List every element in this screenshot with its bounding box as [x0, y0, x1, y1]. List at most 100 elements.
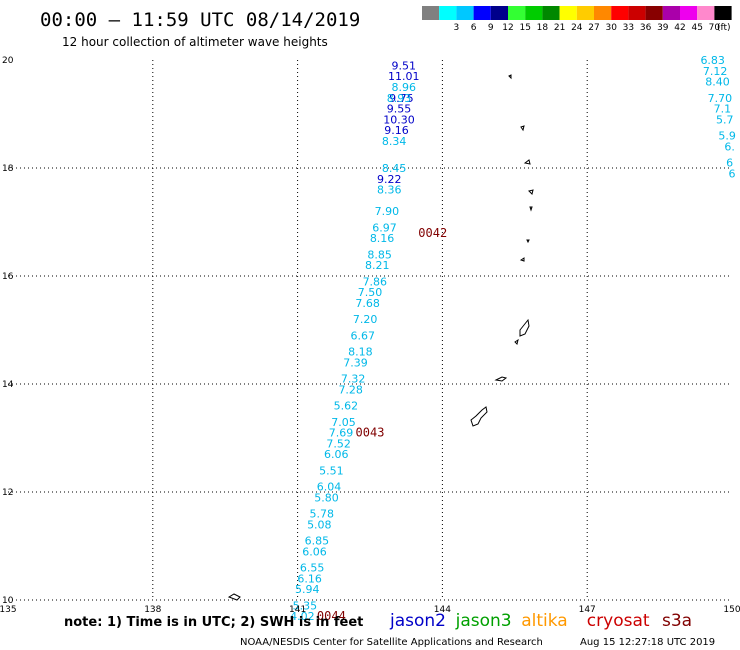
- x-tick-label: 147: [579, 605, 596, 615]
- colorbar-swatch: [576, 6, 594, 20]
- wave-height-value: 8.36: [377, 184, 402, 197]
- wave-height-value: 8.93: [387, 92, 412, 105]
- wave-height-value: 7.69: [329, 427, 354, 440]
- colorbar-swatch: [439, 6, 457, 20]
- y-tick-label: 16: [2, 272, 14, 282]
- colorbar-tick-label: 27: [588, 23, 599, 33]
- wave-height-value: 9.22: [377, 173, 402, 186]
- colorbar-swatch: [490, 6, 508, 20]
- pass-label: 0044: [317, 609, 346, 623]
- colorbar-swatch: [525, 6, 543, 20]
- satellite-legend: jason2 jason3 altika cryosat s3a: [389, 611, 692, 631]
- wave-height-value: 5.35: [293, 599, 318, 612]
- plot-grid: [8, 60, 732, 601]
- colorbar-tick-label: 33: [623, 23, 634, 33]
- island-outlines: [227, 74, 534, 601]
- wave-height-value: 6.55: [300, 562, 325, 575]
- colorbar-swatch: [714, 6, 732, 20]
- x-tick-label: 138: [144, 605, 161, 615]
- colorbar-tick-label: 21: [554, 23, 565, 33]
- island-guam: [470, 406, 488, 427]
- colorbar-tick-label: 70: [709, 23, 721, 33]
- colorbar-legend: 3 6 9 12 15 18 21 24 27 30 33 36 39 42 45 70: [422, 6, 732, 33]
- wave-height-value: 8.96: [392, 81, 417, 94]
- y-tick-label: 12: [2, 488, 13, 498]
- wave-height-value: 7.12: [703, 65, 728, 78]
- wave-height-value: 6.85: [305, 535, 330, 548]
- wave-height-value: 8.18: [348, 346, 373, 359]
- colorbar-swatch: [473, 6, 491, 20]
- x-tick-label: 150: [723, 605, 740, 615]
- wave-height-value: 9.75: [389, 92, 414, 105]
- wave-height-value: 6.06: [324, 448, 349, 461]
- colorbar-swatch: [594, 6, 612, 20]
- island-ulithi: [227, 593, 241, 601]
- wave-height-value: 7.28: [338, 383, 363, 396]
- x-tick-label: 141: [289, 605, 306, 615]
- wave-height-value: 5.80: [314, 491, 339, 504]
- island-farallon: [508, 74, 512, 80]
- y-tick-label: 20: [2, 56, 14, 66]
- wave-height-value: 8.21: [365, 259, 390, 272]
- wave-height-value: 9.55: [387, 103, 412, 116]
- colorbar-tick-label: 18: [537, 23, 549, 33]
- wave-height-value: 7.1: [714, 103, 732, 116]
- island-guguan: [526, 239, 530, 244]
- wave-height-value: 7.52: [326, 437, 351, 450]
- y-tick-label: 10: [2, 596, 14, 606]
- wave-height-value: 6.06: [302, 545, 327, 558]
- wave-height-value: 6.97: [372, 221, 397, 234]
- y-tick-label: 18: [2, 164, 14, 174]
- wave-height-value: 7.50: [358, 286, 383, 299]
- wave-height-value: 7.70: [708, 92, 733, 105]
- wave-height-value: 6.67: [351, 329, 376, 342]
- island-agrihan: [523, 159, 531, 165]
- colorbar-swatch: [559, 6, 577, 20]
- footer-credit: NOAA/NESDIS Center for Satellite Applica…: [240, 637, 543, 648]
- colorbar-tick-label: 30: [605, 23, 617, 33]
- wave-height-value: 5.7: [716, 113, 734, 126]
- colorbar-swatch: [680, 6, 698, 20]
- satellite-legend-altika: altika: [521, 611, 568, 631]
- island-anatahan: [519, 257, 525, 262]
- wave-height-value: 6.83: [700, 54, 725, 67]
- wave-height-value: 6: [726, 157, 733, 170]
- wave-height-value: 6: [729, 167, 736, 180]
- colorbar-tick-label: 3: [454, 23, 460, 33]
- island-aguijan: [514, 338, 519, 345]
- satellite-legend-jason2: jason2: [389, 611, 446, 631]
- colorbar-tick-label: 42: [674, 23, 685, 33]
- colorbar-swatch: [628, 6, 646, 20]
- wave-height-value: 10.30: [383, 113, 415, 126]
- wave-height-value: 7.86: [363, 275, 388, 288]
- chart-title: 00:00 – 11:59 UTC 08/14/2019: [40, 9, 360, 31]
- pass-labels: 0042 0043 0044: [317, 226, 447, 623]
- wave-height-value: 6.: [724, 140, 735, 153]
- island-pagan: [528, 189, 534, 195]
- satellite-legend-jason3: jason3: [455, 611, 512, 631]
- wave-height-value: 5.9: [718, 130, 736, 143]
- wave-height-value: 7.32: [341, 373, 366, 386]
- wave-height-value: 8.16: [370, 232, 395, 245]
- colorbar-tick-label: 36: [640, 23, 652, 33]
- island-asuncion: [520, 125, 525, 132]
- colorbar-swatch: [508, 6, 526, 20]
- wave-height-value: 8.34: [382, 135, 407, 148]
- wave-height-value: 7.20: [353, 313, 378, 326]
- wave-height-value: 7.39: [343, 356, 368, 369]
- island-tinian-saipan: [519, 318, 530, 337]
- x-tick-label: 144: [434, 605, 451, 615]
- pass-label: 0042: [418, 226, 447, 240]
- wave-height-value: 8.45: [382, 162, 407, 175]
- footer-timestamp: Aug 15 12:27:18 UTC 2019: [580, 637, 715, 648]
- colorbar-tick-label: 15: [519, 23, 530, 33]
- wave-height-value: 11.01: [388, 70, 420, 83]
- colorbar-swatch: [662, 6, 680, 20]
- wave-height-value: 4.02: [290, 610, 315, 623]
- axis-tick-labels: 135 138 141 144 147 150 10 12 14 16 18 20: [0, 56, 740, 615]
- wave-height-value: 8.85: [367, 248, 392, 261]
- colorbar-tick-label: 9: [488, 23, 494, 33]
- colorbar-tick-label: 24: [571, 23, 583, 33]
- satellite-legend-s3a: s3a: [662, 611, 692, 631]
